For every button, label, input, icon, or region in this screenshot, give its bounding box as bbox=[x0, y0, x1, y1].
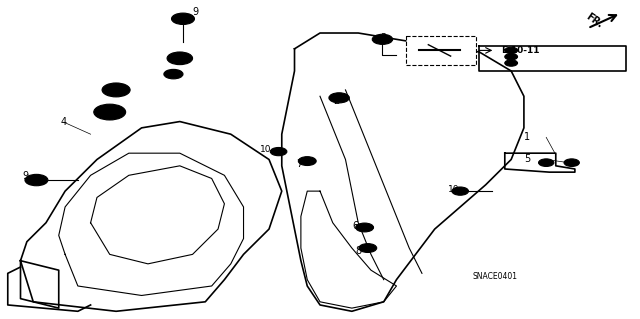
Circle shape bbox=[174, 56, 186, 61]
Circle shape bbox=[167, 52, 193, 65]
FancyBboxPatch shape bbox=[406, 36, 476, 65]
Text: SNACE0401: SNACE0401 bbox=[473, 272, 518, 281]
Circle shape bbox=[564, 159, 579, 167]
Circle shape bbox=[505, 54, 518, 60]
Circle shape bbox=[164, 69, 183, 79]
Text: 10: 10 bbox=[260, 145, 271, 154]
Text: 9: 9 bbox=[193, 7, 199, 18]
Circle shape bbox=[270, 147, 287, 156]
Circle shape bbox=[170, 72, 177, 76]
Text: 5: 5 bbox=[524, 154, 530, 165]
Circle shape bbox=[539, 159, 554, 167]
Circle shape bbox=[359, 244, 377, 252]
Circle shape bbox=[178, 16, 188, 21]
Text: 4: 4 bbox=[61, 117, 67, 127]
Circle shape bbox=[172, 13, 195, 25]
Text: 3: 3 bbox=[381, 33, 387, 43]
Circle shape bbox=[31, 178, 42, 182]
Circle shape bbox=[94, 104, 125, 120]
Circle shape bbox=[25, 174, 48, 186]
Text: 9: 9 bbox=[22, 171, 29, 181]
Text: 7: 7 bbox=[296, 159, 303, 169]
Circle shape bbox=[335, 96, 344, 100]
Text: 2: 2 bbox=[333, 96, 339, 106]
Circle shape bbox=[109, 87, 122, 93]
Circle shape bbox=[102, 83, 130, 97]
Circle shape bbox=[103, 109, 116, 115]
Circle shape bbox=[356, 223, 374, 232]
Circle shape bbox=[505, 60, 518, 66]
Circle shape bbox=[372, 34, 393, 44]
Text: 1: 1 bbox=[524, 132, 530, 142]
Circle shape bbox=[298, 157, 316, 166]
Text: 10: 10 bbox=[448, 185, 460, 194]
Circle shape bbox=[329, 93, 349, 103]
Text: 6: 6 bbox=[352, 221, 358, 231]
Circle shape bbox=[505, 47, 518, 54]
Circle shape bbox=[452, 187, 468, 195]
Text: FR.: FR. bbox=[584, 11, 605, 30]
Text: 8: 8 bbox=[355, 246, 362, 256]
Text: E-10-11: E-10-11 bbox=[502, 46, 540, 55]
